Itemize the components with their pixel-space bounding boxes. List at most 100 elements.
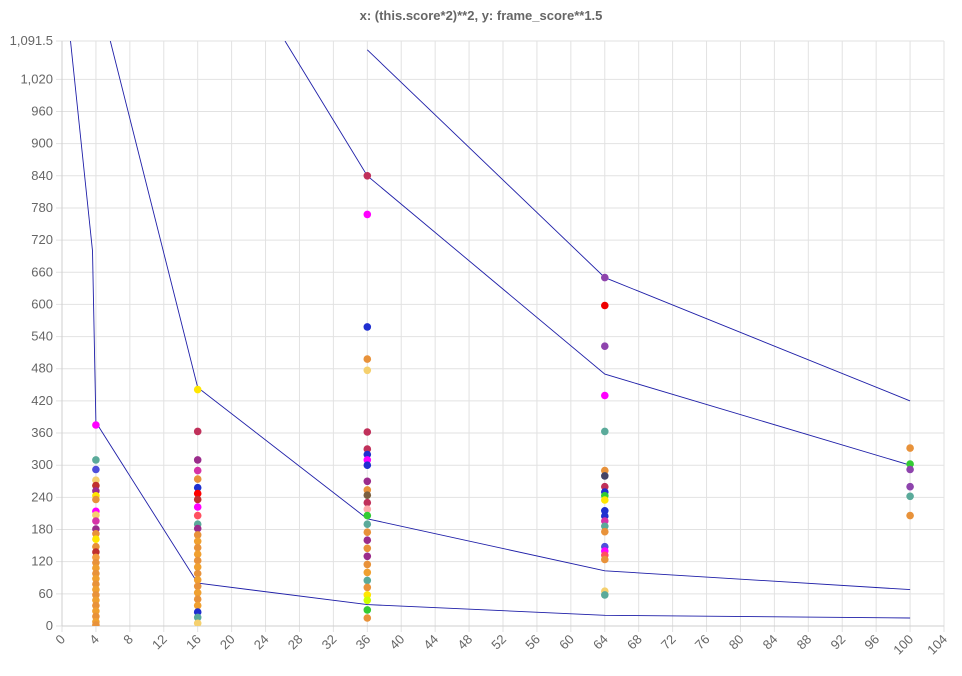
data-point: [363, 560, 372, 569]
data-point: [92, 548, 100, 556]
x-tick-label: 32: [319, 632, 340, 653]
data-point: [193, 537, 202, 546]
x-tick-label: 0: [52, 632, 68, 648]
data-point: [92, 456, 100, 464]
y-tick-label: 660: [31, 264, 53, 279]
y-tick-label: 240: [31, 489, 53, 504]
data-point: [363, 210, 372, 219]
data-point: [193, 495, 202, 504]
data-point: [363, 477, 372, 486]
data-point: [601, 527, 609, 536]
data-point: [363, 491, 372, 500]
data-point: [92, 580, 100, 588]
data-point: [363, 568, 372, 577]
data-point: [906, 492, 914, 501]
data-point: [92, 476, 100, 485]
y-tick-label: 840: [31, 168, 53, 183]
x-tick-label: 36: [353, 632, 374, 653]
data-point: [601, 482, 609, 491]
data-point: [193, 531, 202, 539]
data-point: [92, 621, 100, 626]
x-tick-label: 72: [658, 632, 679, 653]
x-tick-label: 48: [454, 632, 475, 653]
data-point: [363, 511, 372, 520]
x-tick-label: 4: [86, 632, 102, 648]
x-tick-label: 96: [861, 632, 882, 653]
x-tick-label: 100: [890, 632, 916, 658]
data-point: [363, 450, 372, 459]
data-point: [92, 585, 100, 594]
data-point: [363, 456, 372, 464]
data-point: [906, 511, 914, 520]
data-point: [92, 535, 100, 543]
y-tick-label: 180: [31, 522, 53, 537]
data-point: [363, 591, 372, 599]
x-tick-label: 28: [285, 632, 306, 653]
data-point: [363, 172, 372, 180]
data-point: [92, 591, 100, 599]
data-point: [601, 591, 609, 599]
y-tick-label: 1,091.5: [10, 33, 53, 48]
data-point: [92, 601, 100, 610]
data-point: [363, 461, 372, 470]
x-tick-label: 88: [794, 632, 815, 653]
data-point: [601, 301, 609, 310]
data-point: [92, 564, 100, 572]
data-point: [363, 428, 372, 436]
x-tick-label: 84: [760, 632, 781, 653]
x-tick-label: 60: [556, 632, 577, 653]
y-tick-label: 300: [31, 457, 53, 472]
y-tick-label: 0: [46, 618, 53, 633]
data-point: [92, 596, 100, 605]
x-tick-label: 104: [924, 632, 950, 658]
y-tick-label: 360: [31, 425, 53, 440]
data-point: [363, 445, 372, 453]
data-point: [601, 472, 609, 480]
data-point: [193, 556, 202, 565]
data-point: [193, 550, 202, 558]
data-point: [193, 569, 202, 578]
data-point: [92, 495, 100, 504]
data-point: [193, 595, 202, 603]
data-point: [363, 486, 372, 494]
y-tick-label: 780: [31, 200, 53, 215]
data-point: [92, 559, 100, 567]
data-point: [363, 576, 372, 585]
y-tick-label: 120: [31, 554, 53, 569]
data-point: [363, 552, 372, 561]
x-tick-label: 12: [149, 632, 170, 653]
data-point: [193, 483, 202, 492]
data-point: [363, 544, 372, 553]
x-tick-label: 56: [522, 632, 543, 653]
chart-title: x: (this.score*2)**2, y: frame_score**1.…: [359, 8, 603, 23]
data-point: [906, 465, 914, 474]
data-point: [92, 612, 100, 621]
data-point: [193, 589, 202, 597]
y-tick-label: 1,020: [20, 71, 53, 86]
data-point: [601, 507, 609, 515]
data-point: [193, 608, 202, 616]
data-point: [601, 273, 609, 282]
data-point: [363, 583, 372, 592]
series-line-2: [109, 41, 911, 591]
data-point: [193, 427, 202, 436]
y-tick-label: 600: [31, 296, 53, 311]
data-point: [601, 496, 609, 504]
data-point: [363, 520, 372, 528]
data-point: [193, 385, 202, 394]
data-point: [92, 465, 100, 474]
data-point: [193, 466, 202, 475]
y-tick-label: 420: [31, 393, 53, 408]
series-line-3: [284, 41, 911, 466]
x-tick-label: 20: [217, 632, 238, 653]
x-tick-label: 64: [590, 632, 611, 653]
data-point: [193, 613, 202, 622]
data-point: [92, 481, 100, 490]
y-tick-label: 60: [39, 586, 53, 601]
data-point: [363, 536, 372, 544]
x-tick-label: 92: [828, 632, 849, 653]
data-point: [363, 606, 372, 614]
data-point: [193, 456, 202, 464]
